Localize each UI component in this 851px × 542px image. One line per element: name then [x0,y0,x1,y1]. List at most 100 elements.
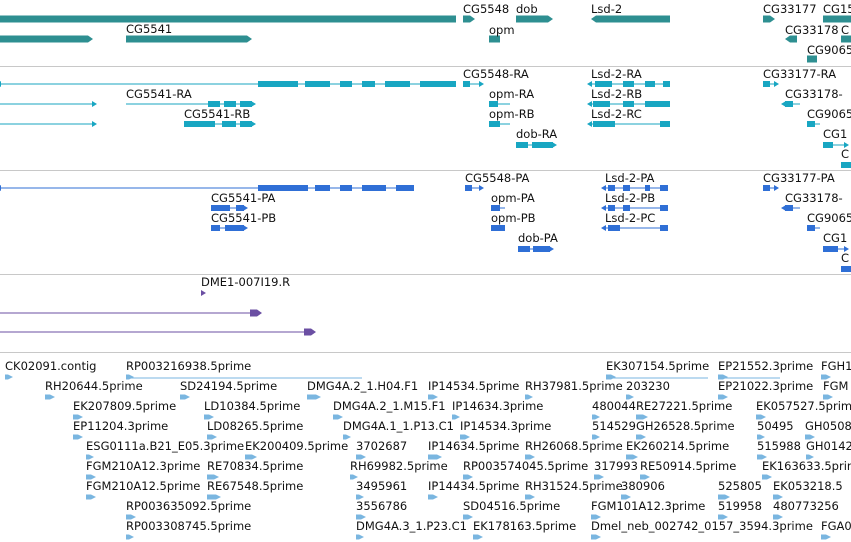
est-label[interactable]: 515988 [757,439,801,453]
est-label[interactable]: DMG4A.1_1.P13.C1 [343,419,454,433]
est-label[interactable]: EK053218.5 [773,479,843,493]
protein-track-features[interactable] [0,171,851,273]
gene-bar[interactable] [0,15,456,23]
transcript-exon[interactable] [222,121,236,127]
est-label[interactable]: ESG0111a.B21_E05.3prime [86,439,245,453]
transcript-exon[interactable] [420,81,456,87]
est-feature[interactable] [636,414,648,420]
est-feature[interactable] [621,494,631,500]
est-feature[interactable] [821,374,831,380]
transcript-exon[interactable] [660,121,670,127]
transcript-exon[interactable] [645,101,670,107]
est-feature[interactable] [718,494,730,500]
est-label[interactable]: DMG4A.2_1.H04.F1 [307,379,419,393]
protein-exon[interactable] [645,185,650,191]
est-feature[interactable] [126,514,136,520]
transcript-exon[interactable] [489,121,500,127]
est-label[interactable]: FGM210A12.5prime [86,479,201,493]
transcript-track[interactable]: CG5548-RA Lsd-2-RA CG33177-RA CG5541-RA … [0,67,851,169]
gene-bar[interactable] [463,15,475,23]
gene-track[interactable]: CG5541 CG5548 dob Lsd-2 opm CG33177 CG15… [0,0,851,64]
est-feature[interactable] [757,454,767,460]
est-label[interactable]: FGA0 [821,519,851,533]
protein-label[interactable]: CG5541-PA [211,191,276,205]
est-label[interactable]: EK163633.5prime [762,459,851,473]
est-feature[interactable] [307,394,321,400]
est-feature[interactable] [428,494,438,500]
transcript-exon[interactable] [362,81,375,87]
protein-exon[interactable] [362,185,386,191]
est-label[interactable]: EK057527.5prime [756,399,851,413]
est-label[interactable]: 50495 [757,419,794,433]
est-label[interactable]: 480773256 [773,499,839,513]
transcript-label[interactable]: CG5548-RA [463,67,529,81]
est-feature[interactable] [718,374,728,380]
protein-label[interactable]: CG5548-PA [465,171,530,185]
est-feature[interactable] [626,394,634,400]
est-feature[interactable] [594,474,604,480]
transcript-exon[interactable] [385,81,410,87]
est-feature[interactable] [460,434,470,440]
est-label[interactable]: DMG4A.3_1.P23.C1 [356,519,467,533]
est-feature[interactable] [592,414,600,420]
est-feature[interactable] [428,454,442,460]
protein-exon[interactable] [660,225,668,231]
est-feature[interactable] [245,454,257,460]
est-label[interactable]: 525805 [718,479,762,493]
est-feature[interactable] [640,474,650,480]
clone-label[interactable]: DME1-007I19.R [201,275,291,289]
protein-exon[interactable] [491,205,500,211]
est-feature[interactable] [806,454,814,460]
est-feature[interactable] [525,494,535,500]
gene-bar[interactable] [823,15,851,23]
est-feature[interactable] [356,494,364,500]
protein-exon[interactable] [225,225,244,231]
est-label[interactable]: CK02091.contig [5,359,97,373]
transcript-exon[interactable] [645,81,655,87]
est-label[interactable]: FGM210A12.3prime [86,459,201,473]
transcript-arrow[interactable] [587,81,592,87]
gene-bar[interactable] [126,35,252,43]
transcript-exon[interactable] [240,121,252,127]
protein-label[interactable]: dob-PA [518,231,558,245]
est-feature[interactable] [773,494,783,500]
protein-exon[interactable] [660,185,668,191]
protein-exon[interactable] [211,225,220,231]
est-feature[interactable] [73,434,83,440]
protein-label[interactable]: C [841,251,850,265]
transcript-exon[interactable] [593,121,615,127]
transcript-label[interactable]: C [841,147,850,161]
transcript-label[interactable]: CG9065 [807,107,851,121]
est-feature[interactable] [718,394,728,400]
transcript-exon[interactable] [663,81,670,87]
transcript-exon[interactable] [340,81,352,87]
est-feature[interactable] [207,494,221,500]
est-feature[interactable] [473,534,483,540]
est-feature[interactable] [525,394,533,400]
est-feature[interactable] [207,434,217,440]
est-label[interactable]: IP14634.5prime [428,439,520,453]
protein-exon[interactable] [763,185,770,191]
transcript-arrow[interactable] [479,81,484,87]
transcript-exon[interactable] [184,121,215,127]
est-feature[interactable] [86,494,96,500]
protein-arrow[interactable] [781,205,786,211]
est-label[interactable]: GH0508 [805,419,851,433]
est-track[interactable]: CK02091.contig RP003216938.5prime EK3071… [0,353,851,542]
protein-label[interactable]: CG33177-PA [763,171,835,185]
transcript-arrow[interactable] [92,121,97,127]
est-feature[interactable] [180,394,190,400]
est-label[interactable]: IP14534.3prime [460,419,552,433]
gene-label[interactable]: CG5548 [463,2,510,16]
est-feature[interactable] [428,394,438,400]
transcript-track-features[interactable] [0,67,851,169]
gene-bar[interactable] [489,35,500,43]
transcript-exon[interactable] [489,101,498,107]
est-feature[interactable] [73,414,83,420]
protein-arrow[interactable] [479,185,484,191]
protein-exon[interactable] [660,205,668,211]
protein-label[interactable]: CG5541-PB [211,211,277,225]
transcript-exon[interactable] [240,101,252,107]
protein-arrow[interactable] [601,205,606,211]
protein-label[interactable]: Lsd-2-PC [605,211,656,225]
